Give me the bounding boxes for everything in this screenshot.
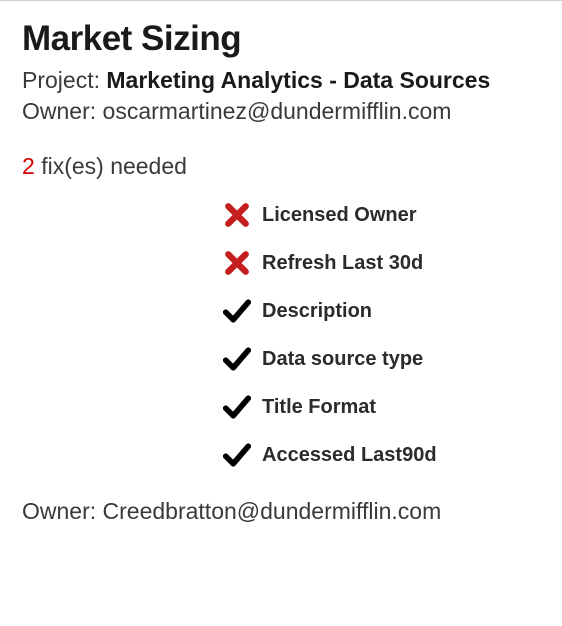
check-item: Licensed Owner	[222, 200, 540, 230]
x-icon	[222, 200, 252, 230]
colon: :	[90, 98, 103, 124]
project-value: Marketing Analytics - Data Sources	[106, 67, 490, 93]
owner-value: oscarmartinez@dundermifflin.com	[103, 98, 452, 124]
fixes-count: 2	[22, 153, 35, 179]
colon: :	[90, 498, 103, 524]
check-item: Refresh Last 30d	[222, 248, 540, 278]
page-title: Market Sizing	[22, 19, 540, 59]
colon: :	[94, 67, 107, 93]
check-label: Accessed Last90d	[262, 444, 437, 467]
check-item: Data source type	[222, 344, 540, 374]
x-icon	[222, 248, 252, 278]
project-line: Project: Marketing Analytics - Data Sour…	[22, 67, 540, 94]
owner-line: Owner: oscarmartinez@dundermifflin.com	[22, 98, 540, 125]
checks-list: Licensed Owner Refresh Last 30d Descriptio…	[22, 200, 540, 470]
footer-owner-value: Creedbratton@dundermifflin.com	[103, 498, 442, 524]
check-icon	[222, 344, 252, 374]
footer-owner-line: Owner: Creedbratton@dundermifflin.com	[22, 498, 540, 525]
check-item: Description	[222, 296, 540, 326]
project-label: Project	[22, 67, 94, 93]
check-item: Accessed Last90d	[222, 440, 540, 470]
check-item: Title Format	[222, 392, 540, 422]
footer-owner-label: Owner	[22, 498, 90, 524]
check-label: Title Format	[262, 396, 376, 419]
check-label: Description	[262, 300, 372, 323]
check-label: Licensed Owner	[262, 204, 417, 227]
owner-label: Owner	[22, 98, 90, 124]
fixes-needed-line: 2 fix(es) needed	[22, 153, 540, 180]
check-icon	[222, 392, 252, 422]
fixes-text: fix(es) needed	[41, 153, 187, 179]
check-icon	[222, 296, 252, 326]
check-label: Data source type	[262, 348, 423, 371]
check-label: Refresh Last 30d	[262, 252, 423, 275]
check-icon	[222, 440, 252, 470]
